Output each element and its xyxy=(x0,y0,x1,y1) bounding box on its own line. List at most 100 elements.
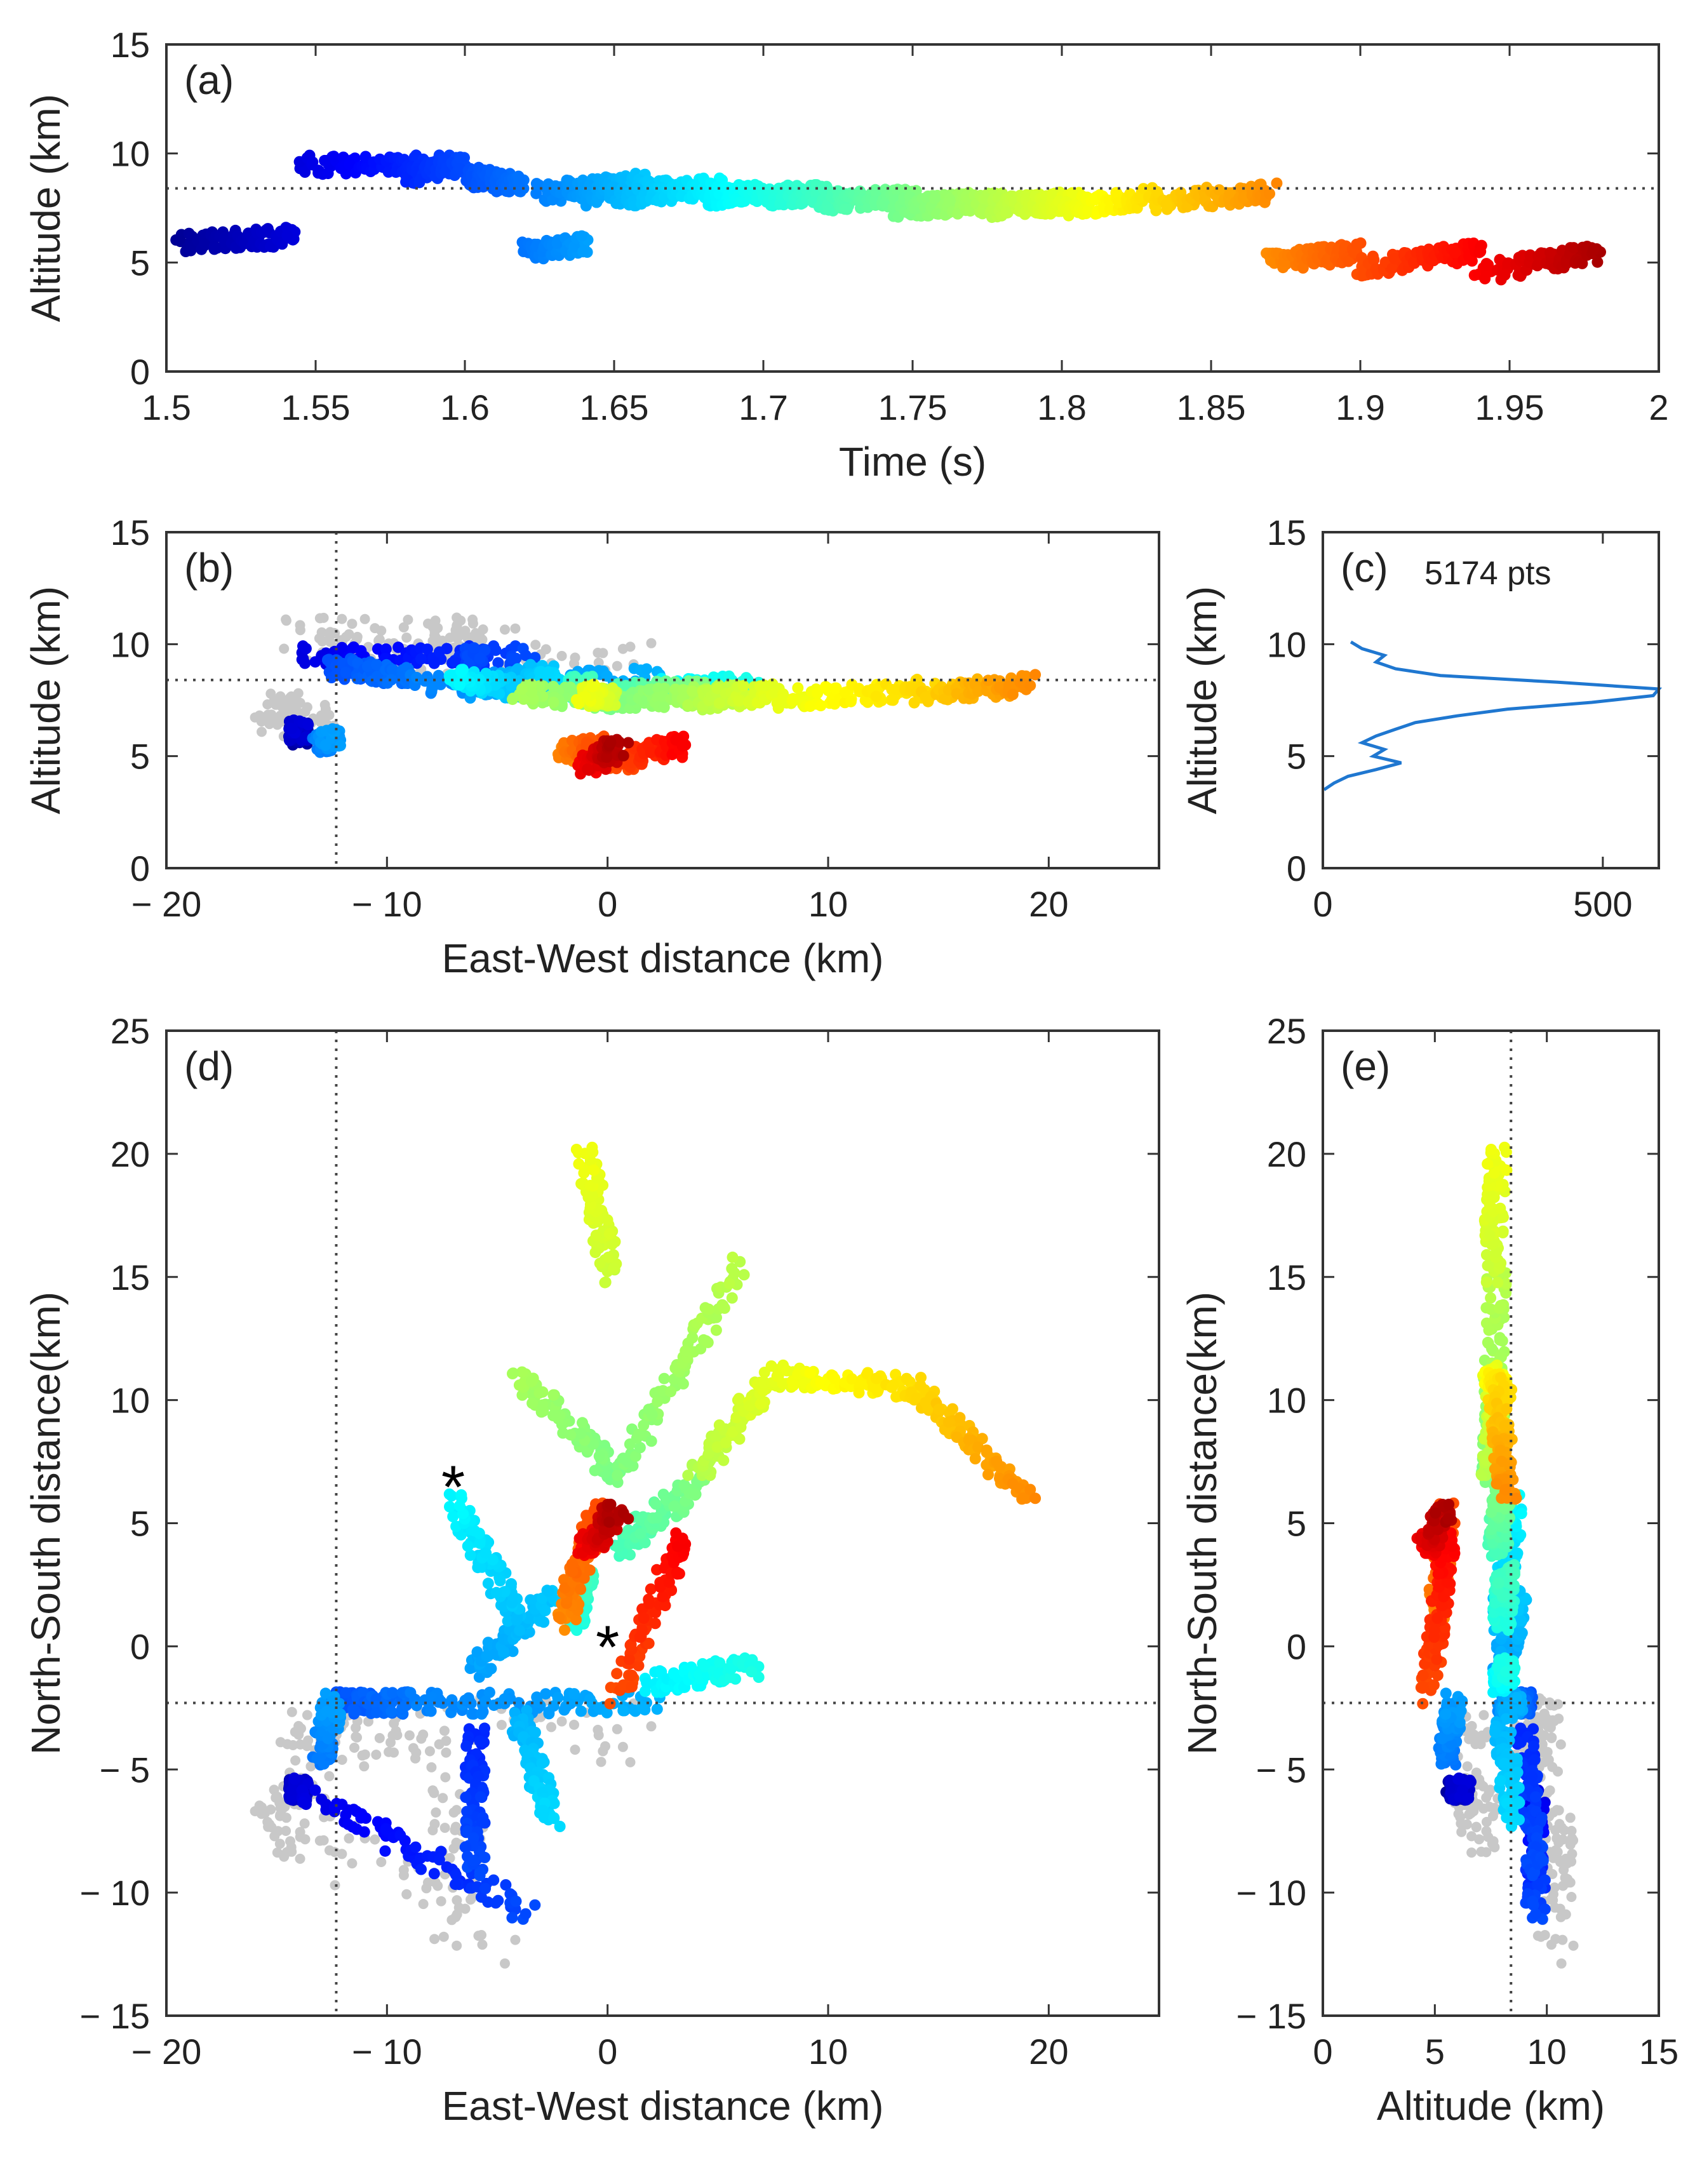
gray-point-e xyxy=(1558,1865,1569,1875)
gray-point-d xyxy=(429,1819,440,1830)
gray-point-e xyxy=(1487,1839,1498,1849)
gray-point-e xyxy=(1565,1812,1576,1823)
source-point-d xyxy=(651,1703,663,1715)
gray-point-e xyxy=(1456,1826,1467,1837)
gray-point-e xyxy=(1489,1802,1500,1813)
source-point-b xyxy=(510,652,522,664)
source-point-b xyxy=(453,679,466,691)
gray-point-e xyxy=(1539,1757,1550,1767)
gray-point-e xyxy=(1539,1747,1550,1758)
source-point-e xyxy=(1489,1727,1501,1738)
source-point-e xyxy=(1528,1740,1539,1752)
source-point-e xyxy=(1511,1547,1524,1559)
gray-point-d xyxy=(452,1940,462,1951)
source-point-d xyxy=(433,1854,445,1866)
gray-point-b xyxy=(328,627,339,638)
gray-point-d xyxy=(546,1722,556,1732)
gray-point-e xyxy=(1557,1934,1568,1945)
source-point-d xyxy=(537,1804,549,1816)
source-point-d xyxy=(415,1863,427,1875)
gray-point-d xyxy=(302,1741,312,1752)
source-point-e xyxy=(1527,1870,1539,1882)
gray-point-d xyxy=(418,1899,429,1910)
gray-point-d xyxy=(429,1934,440,1945)
gray-point-e xyxy=(1546,1939,1557,1950)
gray-point-d xyxy=(432,1880,443,1891)
source-point-d xyxy=(326,1695,338,1707)
source-point-d xyxy=(485,1663,497,1675)
gray-point-e xyxy=(1481,1792,1492,1803)
gray-point-d xyxy=(385,1737,396,1748)
gray-point-d xyxy=(510,1934,521,1945)
source-point-b xyxy=(455,666,467,678)
source-point-d xyxy=(558,1704,570,1716)
gray-point-e xyxy=(1481,1816,1492,1827)
source-point-d xyxy=(479,1882,492,1894)
gray-point-d xyxy=(612,1724,622,1734)
gray-point-d xyxy=(431,1807,441,1818)
gray-point-b xyxy=(510,623,521,634)
source-point-d xyxy=(387,1687,398,1699)
source-point-a xyxy=(823,204,835,216)
source-point-d xyxy=(488,1699,500,1712)
source-point-d xyxy=(300,1799,312,1811)
source-point-d xyxy=(490,1586,502,1598)
source-point-d xyxy=(474,1791,486,1803)
gray-point-b xyxy=(315,716,326,727)
gray-point-e xyxy=(1481,1847,1492,1858)
gray-point-e xyxy=(1464,1734,1475,1745)
gray-point-b xyxy=(370,623,380,634)
gray-point-e xyxy=(1553,1713,1564,1724)
gray-point-e xyxy=(1464,1809,1474,1820)
gray-point-b xyxy=(347,619,358,629)
gray-point-d xyxy=(344,1833,354,1844)
gray-point-d xyxy=(450,1821,461,1832)
source-point-d xyxy=(552,1692,564,1704)
gray-point-e xyxy=(1549,1882,1560,1893)
gray-point-d xyxy=(371,1750,382,1760)
source-point-b xyxy=(433,646,445,658)
gray-point-b xyxy=(319,700,330,710)
gray-point-e xyxy=(1553,1699,1564,1710)
gray-point-d xyxy=(286,1706,297,1717)
source-point-d xyxy=(510,1895,522,1907)
gray-point-d xyxy=(438,1931,449,1942)
source-point-d xyxy=(474,1538,486,1549)
gray-point-b xyxy=(467,614,478,625)
gray-point-e xyxy=(1566,1892,1577,1902)
source-point-d xyxy=(617,1705,629,1717)
gray-point-b xyxy=(359,613,370,624)
gray-point-d xyxy=(617,1741,628,1752)
gray-point-b xyxy=(646,638,657,648)
source-point-d xyxy=(335,1708,346,1720)
source-point-d xyxy=(494,1575,506,1587)
gray-point-b xyxy=(250,712,260,723)
gray-point-e xyxy=(1556,1958,1567,1969)
gray-point-d xyxy=(281,1826,291,1836)
gray-point-d xyxy=(262,1816,273,1827)
gray-point-b xyxy=(451,627,462,638)
gray-point-d xyxy=(436,1896,446,1906)
gray-point-d xyxy=(411,1747,422,1758)
gray-point-b xyxy=(314,613,325,624)
source-point-b xyxy=(302,719,314,731)
gray-point-d xyxy=(625,1757,636,1767)
gray-point-d xyxy=(295,1826,305,1837)
gray-point-d xyxy=(305,1761,316,1772)
gray-point-d xyxy=(269,1831,280,1842)
source-point-d xyxy=(340,1809,352,1821)
source-point-b xyxy=(340,666,352,678)
gray-point-d xyxy=(302,1710,312,1720)
source-point-d xyxy=(575,1705,587,1717)
gray-point-e xyxy=(1462,1761,1473,1772)
source-point-d xyxy=(539,1605,551,1616)
gray-point-d xyxy=(441,1736,452,1746)
gray-point-d xyxy=(392,1730,403,1741)
source-point-a xyxy=(328,151,340,163)
source-point-d xyxy=(394,1829,406,1841)
source-point-e xyxy=(1440,1708,1452,1720)
source-point-b xyxy=(490,644,502,656)
gray-point-d xyxy=(445,1852,455,1863)
gray-point-e xyxy=(1555,1739,1566,1750)
gray-point-d xyxy=(439,1823,450,1833)
